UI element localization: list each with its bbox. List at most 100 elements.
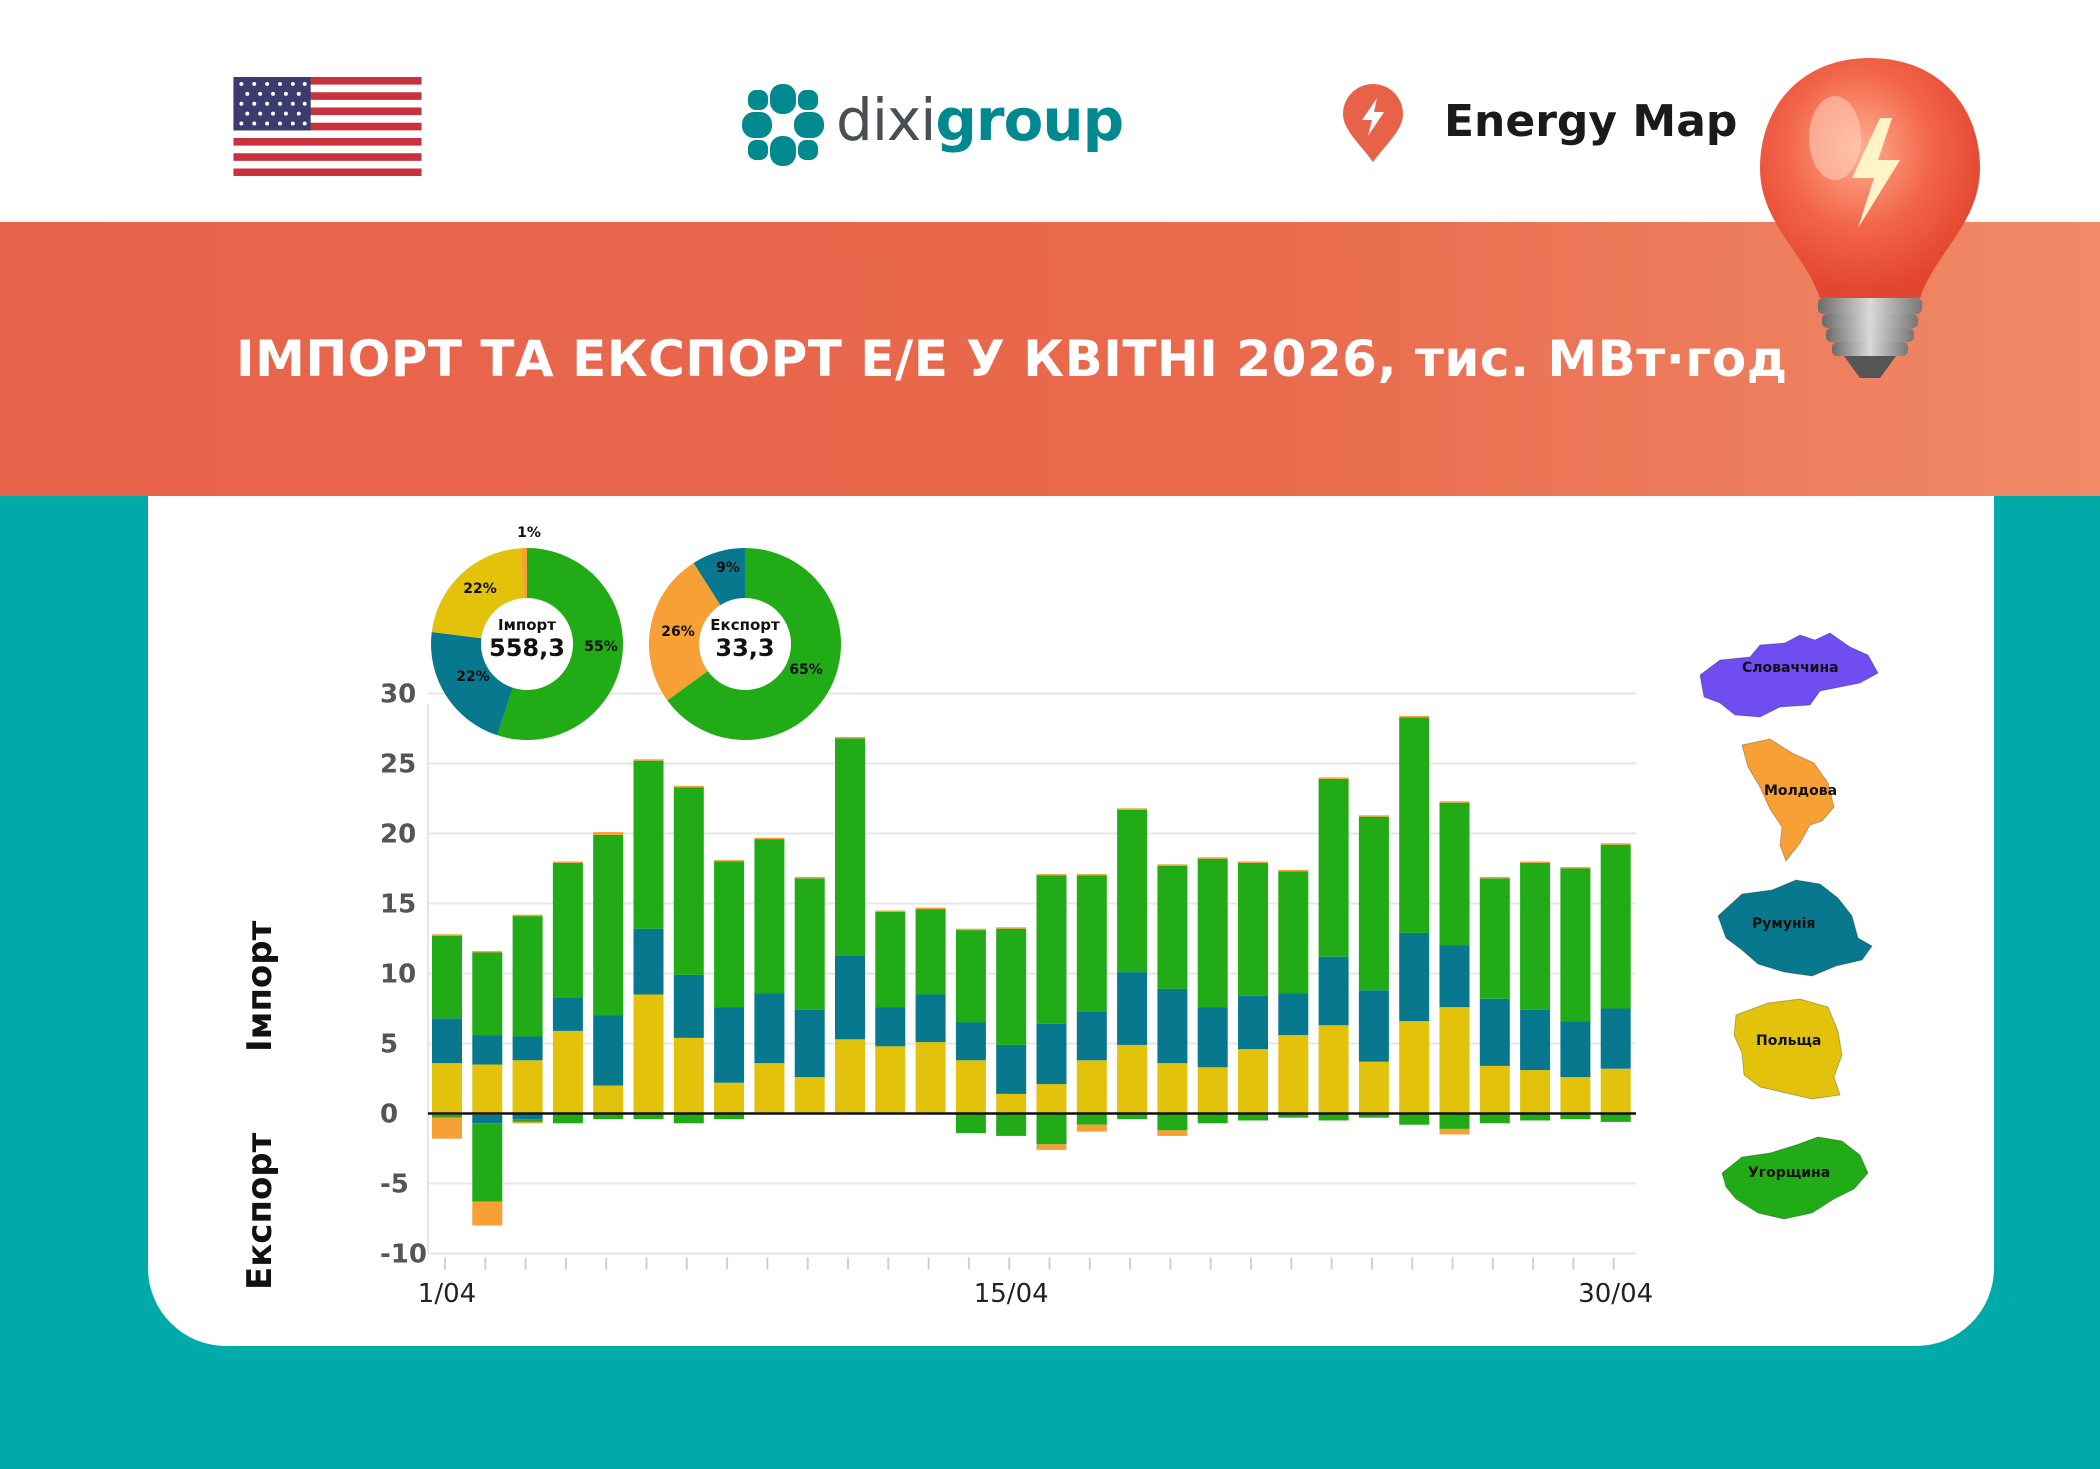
bar-export-segment (673, 1113, 704, 1124)
bar-import-segment (552, 1030, 583, 1114)
donut-slice-label: 22% (463, 581, 497, 597)
bar-import-segment (593, 1015, 624, 1086)
bar-import-segment (875, 1007, 906, 1047)
bar-import-segment (875, 1046, 906, 1114)
bar-import-segment (633, 760, 664, 929)
bar-import-segment (1399, 717, 1430, 933)
bar-import-segment (875, 910, 906, 912)
bar-import-segment (472, 952, 503, 1036)
y-tick-label: 20 (380, 820, 416, 850)
donut-slice-label: 9% (716, 560, 740, 576)
bar-import-segment (1520, 862, 1551, 1010)
bar-export-segment (1036, 1113, 1067, 1145)
bar-import-segment (1318, 777, 1349, 779)
y-tick-label: 25 (380, 750, 416, 780)
donut-slice-label: 22% (456, 669, 490, 685)
bar-import-segment (673, 785, 704, 788)
bar-import-segment (1157, 864, 1188, 866)
bar-import-segment (794, 1009, 825, 1078)
bar-export-segment (1117, 1113, 1148, 1120)
bar-import-segment (1197, 858, 1228, 1008)
bar-import-segment (955, 1060, 986, 1114)
bar-import-segment (1157, 865, 1188, 989)
bar-import-segment (1076, 875, 1107, 1012)
bar-import-segment (1117, 972, 1148, 1045)
moldova-map-icon (1741, 738, 1835, 863)
legend-item-poland: Польща (1732, 995, 1932, 1105)
bar-export-segment (593, 1113, 624, 1120)
export-axis-label: Експорт (240, 1132, 280, 1290)
bar-import-segment (1399, 715, 1430, 718)
bar-import-segment (552, 861, 583, 863)
bar-import-segment (512, 1060, 543, 1114)
donut-slice (431, 631, 513, 736)
bar-export-segment (1560, 1113, 1591, 1120)
bar-import-segment (633, 994, 664, 1114)
bar-import-segment (1117, 808, 1148, 810)
bar-import-segment (996, 1044, 1027, 1094)
bar-import-segment (1358, 816, 1389, 991)
bar-import-segment (754, 993, 785, 1064)
bar-import-segment (835, 1039, 865, 1114)
light-bulb-icon (1760, 58, 1980, 378)
energy-map-title: Energy Map (1444, 96, 1738, 147)
hungary-map-icon (1721, 1136, 1869, 1220)
bar-import-segment (1399, 1021, 1430, 1114)
bar-import-segment (1238, 861, 1268, 863)
bar-import-segment (673, 974, 704, 1038)
bar-export-segment (552, 1113, 583, 1124)
bar-import-segment (673, 787, 704, 975)
legend-item-slovakia: Словаччина (1690, 625, 1890, 735)
y-tick-label: 10 (380, 960, 416, 990)
bar-import-segment (875, 911, 906, 1008)
dixigroup-logo: dixigroup (740, 82, 1124, 172)
donut-center-total: 558,3 (489, 634, 565, 662)
bar-import-segment (1560, 867, 1591, 869)
poland-map-icon (1733, 998, 1843, 1100)
bar-export-segment (472, 1123, 503, 1202)
donut-center-total: 33,3 (715, 634, 774, 662)
donut-center-label: Імпорт (498, 616, 556, 634)
bar-import-segment (432, 1018, 462, 1064)
bar-import-segment (512, 916, 543, 1037)
bar-import-segment (1036, 874, 1067, 876)
bar-import-segment (1358, 815, 1389, 817)
bar-import-segment (1358, 990, 1389, 1062)
bar-export-segment (1076, 1113, 1107, 1125)
legend-label-hungary: Угорщина (1748, 1165, 1831, 1181)
bar-import-segment (1318, 778, 1349, 957)
bar-import-segment (593, 832, 624, 835)
bar-import-segment (472, 951, 503, 953)
bar-export-segment (472, 1201, 503, 1226)
bar-import-segment (1439, 802, 1470, 946)
bar-import-segment (1600, 843, 1631, 845)
bar-export-segment (1238, 1113, 1268, 1121)
bar-import-segment (1318, 1025, 1349, 1114)
bar-import-segment (714, 1007, 745, 1083)
bar-import-segment (1600, 844, 1631, 1009)
bar-import-segment (1479, 998, 1510, 1066)
dixigroup-suffix: group (935, 86, 1124, 154)
bar-import-segment (794, 878, 825, 1010)
bar-import-segment (1036, 875, 1067, 1024)
bar-export-segment (1358, 1113, 1389, 1118)
bar-import-segment (512, 914, 543, 917)
bar-import-segment (1238, 995, 1268, 1050)
bar-export-segment (1157, 1130, 1188, 1136)
y-tick-label: -10 (380, 1240, 427, 1270)
bar-import-segment (1479, 876, 1510, 879)
bar-export-segment (1600, 1113, 1631, 1122)
y-tick-label: 0 (380, 1100, 398, 1130)
axis-layer: 30 25 20 15 10 5 0 -5 -10 1/04 15/04 30/04 (380, 680, 1653, 1310)
x-tick-label: 30/04 (1578, 1279, 1653, 1309)
bar-import-segment (673, 1037, 704, 1114)
bar-import-segment (915, 994, 946, 1043)
legend-item-romania: Румунія (1712, 876, 1912, 986)
bar-import-segment (754, 839, 785, 994)
bar-import-segment (432, 1063, 462, 1114)
bar-import-segment (996, 927, 1027, 929)
bar-import-segment (1197, 1067, 1228, 1114)
bar-import-segment (1560, 1077, 1591, 1114)
bar-import-segment (552, 997, 583, 1031)
